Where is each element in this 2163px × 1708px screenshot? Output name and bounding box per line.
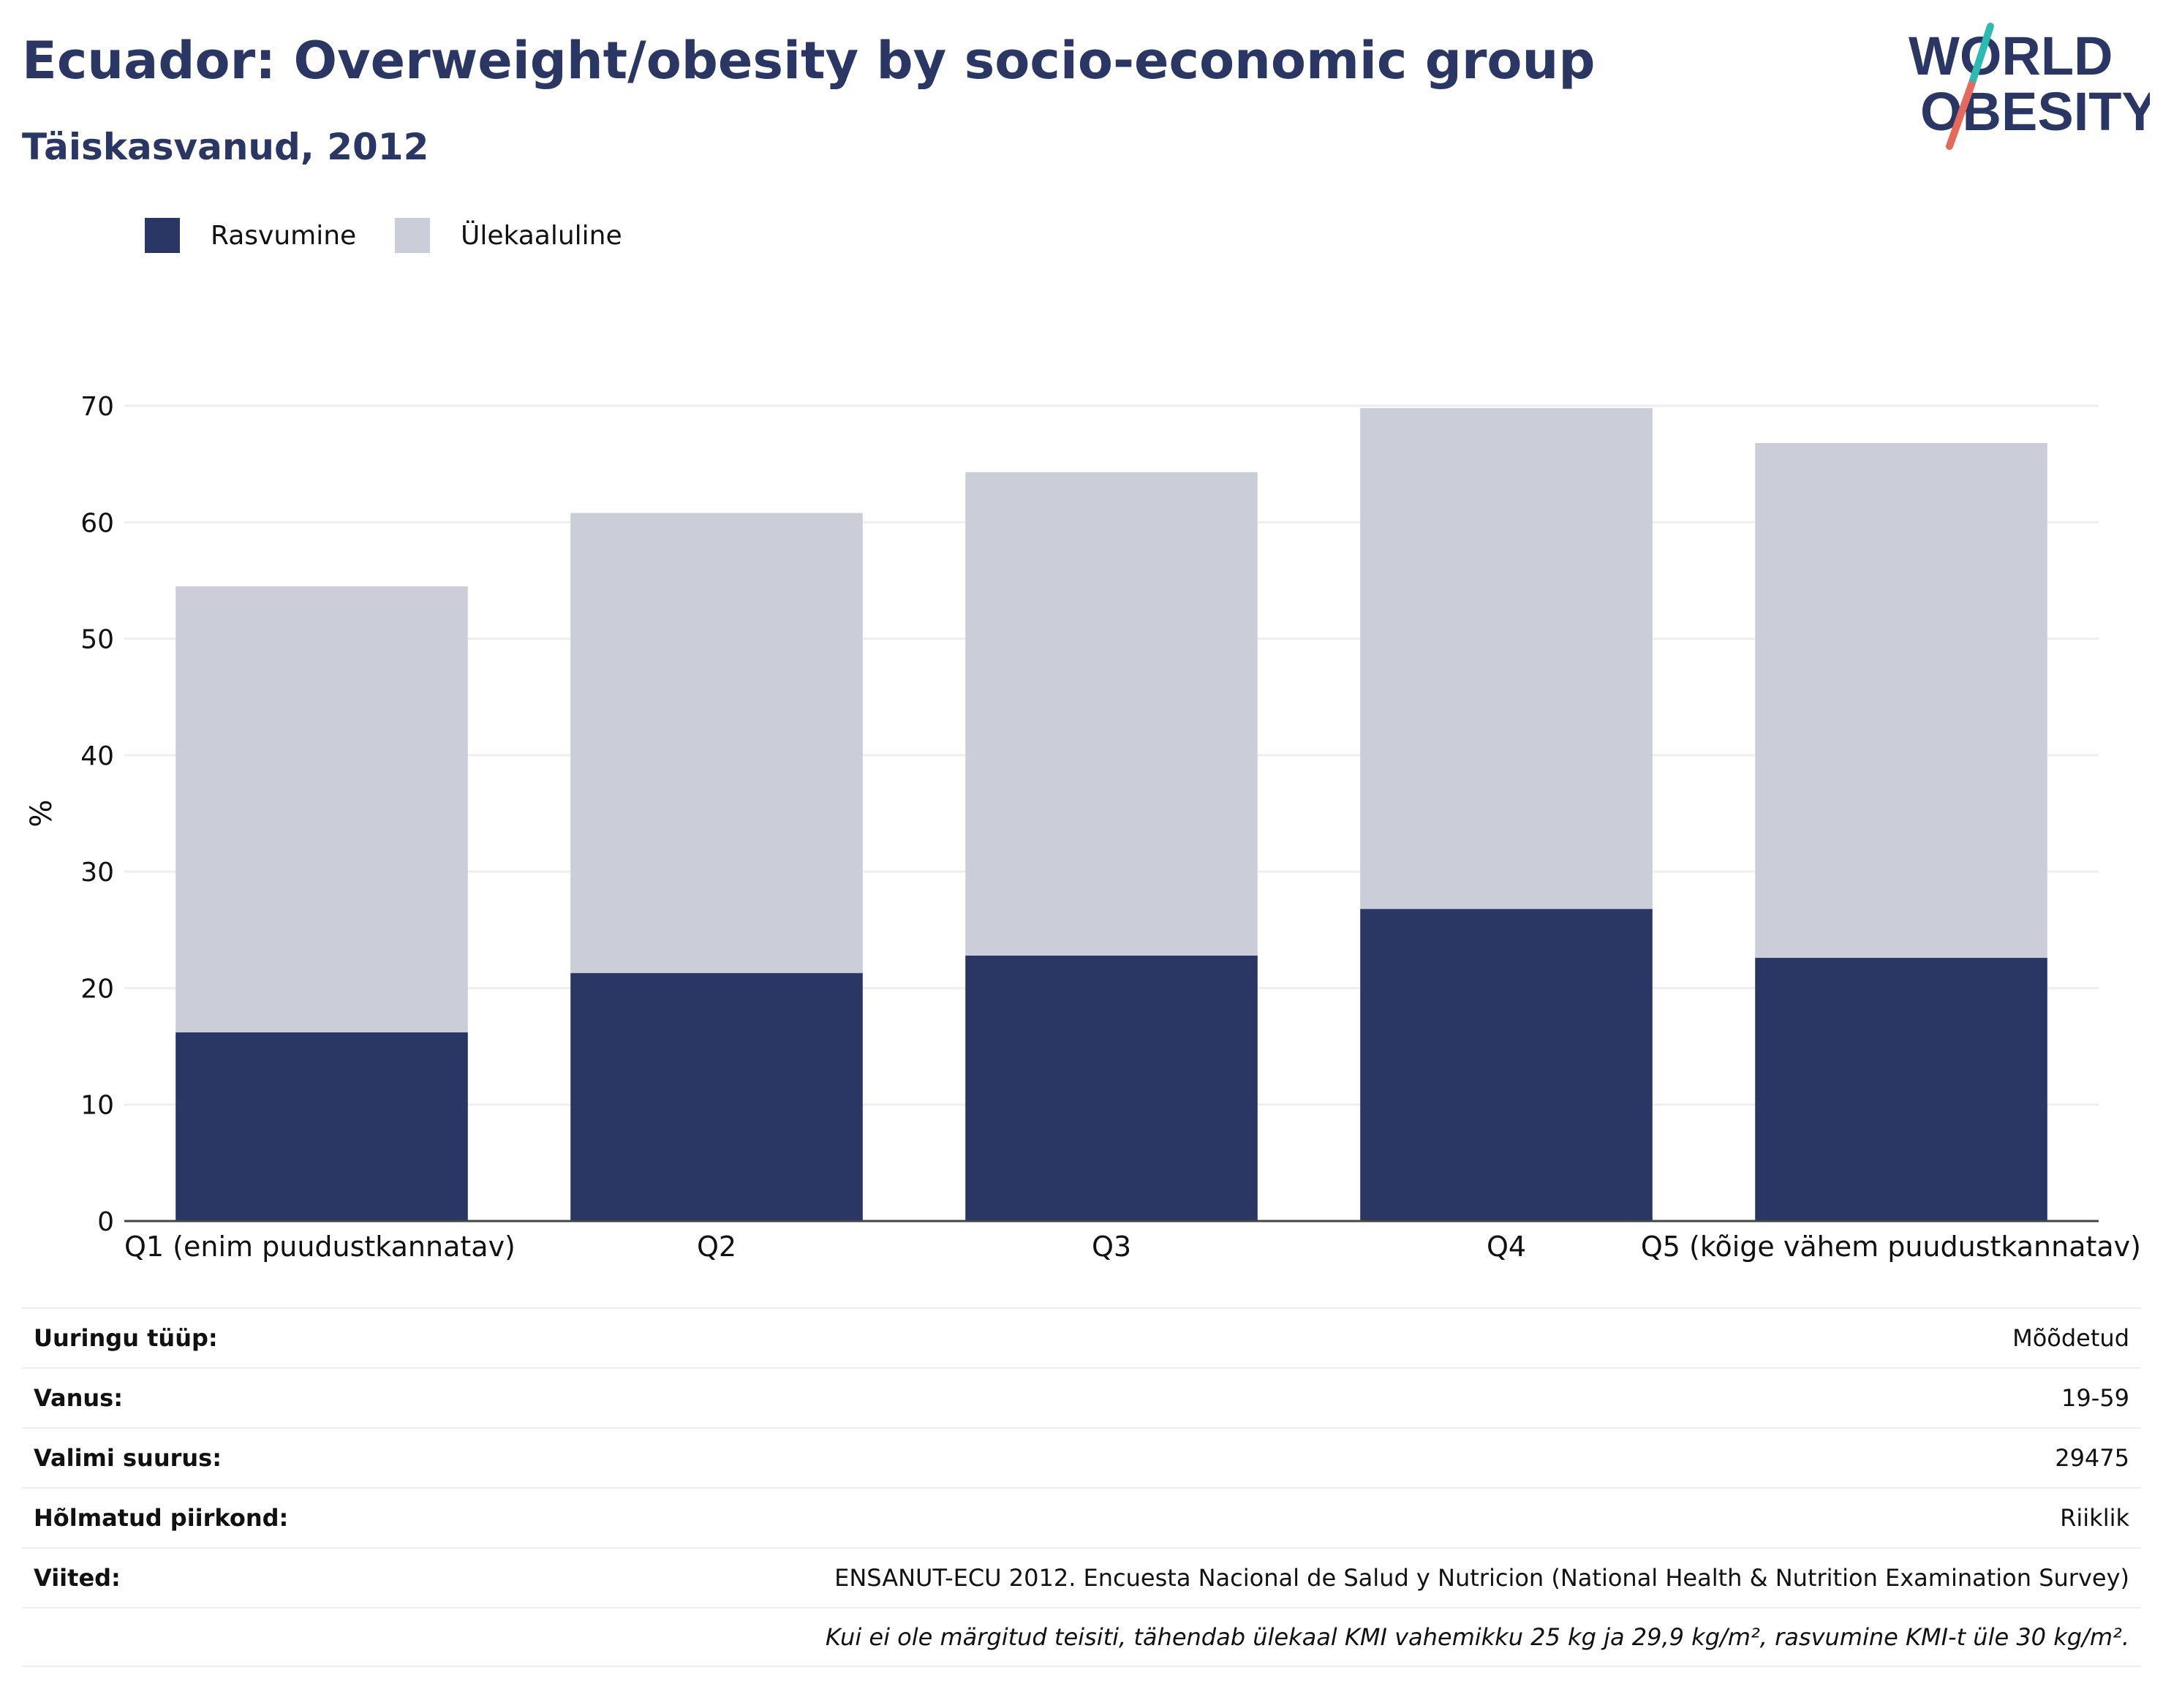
bar-segment-ulekaaluline: [570, 513, 863, 973]
logo-text-world: WORLD: [1909, 26, 2113, 86]
bar-segment-rasvumine: [175, 1032, 468, 1221]
legend-item-rasvumine: Rasvumine: [145, 214, 356, 257]
bar-segment-ulekaaluline: [1360, 408, 1653, 910]
y-tick-label: 0: [97, 1207, 114, 1237]
bar-segment-ulekaaluline: [965, 472, 1258, 956]
info-key: Uuringu tüüp:: [34, 1324, 218, 1352]
x-tick-label: Q2: [697, 1231, 736, 1263]
info-key: Viited:: [34, 1564, 121, 1592]
definition-note: Kui ei ole märgitud teisiti, tähendab ül…: [825, 1623, 2129, 1651]
info-value: 19-59: [2061, 1384, 2129, 1412]
survey-info-table: Uuringu tüüp: Mõõdetud Vanus: 19-59 Vali…: [22, 1307, 2141, 1667]
bar-segment-ulekaaluline: [1755, 442, 2047, 959]
x-tick-label: Q3: [1092, 1231, 1131, 1263]
chart-subtitle: Täiskasvanud, 2012: [22, 126, 429, 168]
y-tick-label: 30: [80, 858, 114, 888]
info-row-survey-type: Uuringu tüüp: Mõõdetud: [22, 1307, 2141, 1367]
y-tick-label: 20: [80, 974, 114, 1004]
info-value: Mõõdetud: [2012, 1324, 2129, 1352]
info-row-note: Kui ei ole märgitud teisiti, tähendab ül…: [22, 1607, 2141, 1667]
bar-segment-rasvumine: [570, 972, 863, 1221]
x-tick-label: Q4: [1487, 1231, 1526, 1263]
info-row-age: Vanus: 19-59: [22, 1367, 2141, 1427]
x-tick-label: Q1 (enim puudustkannatav): [124, 1231, 516, 1263]
info-value: 29475: [2055, 1444, 2129, 1472]
x-tick-label: Q5 (kõige vähem puudustkannatav): [1641, 1231, 2141, 1263]
bar-segment-ulekaaluline: [175, 586, 468, 1032]
bar-segment-rasvumine: [965, 955, 1258, 1221]
info-row-sample-size: Valimi suurus: 29475: [22, 1427, 2141, 1487]
legend-label-rasvumine: Rasvumine: [211, 220, 357, 251]
info-value: Riiklik: [2060, 1504, 2129, 1532]
info-row-coverage: Hõlmatud piirkond: Riiklik: [22, 1487, 2141, 1547]
legend-swatch-ulekaaluline: [395, 218, 430, 253]
y-tick-label: 50: [80, 625, 114, 655]
y-tick-label: 40: [80, 741, 114, 771]
info-key: Vanus:: [34, 1384, 124, 1412]
info-value: ENSANUT-ECU 2012. Encuesta Nacional de S…: [834, 1564, 2129, 1592]
stacked-bar-chart: 0 10 20 30 40 50 60 70% Q1 (enim puudustkannatav…: [25, 392, 2141, 1263]
info-key: Valimi suurus:: [34, 1444, 222, 1472]
y-tick-label: 60: [80, 508, 114, 538]
y-tick-label: 10: [80, 1091, 114, 1121]
legend-swatch-rasvumine: [145, 218, 180, 253]
logo-slash-bottom: [1946, 81, 1975, 150]
bar-segment-rasvumine: [1360, 909, 1653, 1221]
y-axis-label: %: [25, 799, 58, 827]
logo-slash-top: [1968, 23, 1994, 88]
info-row-references: Viited: ENSANUT-ECU 2012. Encuesta Nacio…: [22, 1547, 2141, 1607]
bar-segment-rasvumine: [1755, 958, 2047, 1221]
info-key: Hõlmatud piirkond:: [34, 1504, 289, 1532]
chart-title: Ecuador: Overweight/obesity by socio-eco…: [22, 31, 1596, 91]
y-tick-label: 70: [80, 392, 114, 422]
legend-label-ulekaaluline: Ülekaaluline: [461, 220, 622, 251]
world-obesity-logo: WORLD OBESITY: [1909, 23, 2150, 150]
legend-item-ulekaaluline: Ülekaaluline: [395, 214, 622, 257]
